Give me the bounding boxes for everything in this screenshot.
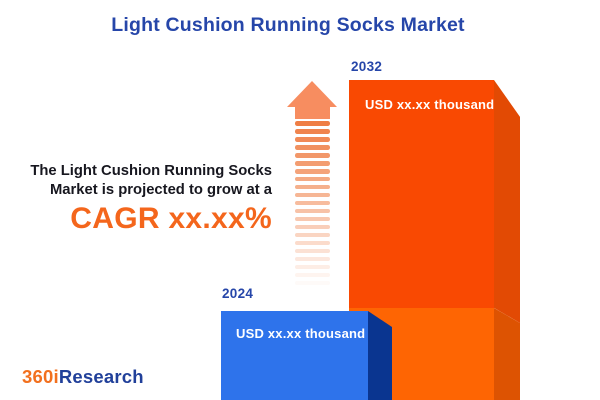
cagr-value: CAGR xx.xx%	[70, 202, 272, 235]
bar-2032-side-top	[494, 80, 520, 323]
page-title: Light Cushion Running Socks Market	[111, 14, 465, 36]
logo-research: Research	[58, 366, 144, 387]
logo-360i: 360i	[22, 366, 59, 387]
bar-2032-value-label: USD xx.xx thousand	[365, 97, 495, 112]
projection-text: The Light Cushion Running Socks Market i…	[30, 162, 272, 234]
bar-2032-front-top	[349, 80, 494, 308]
bar-2032-year-label: 2032	[351, 59, 383, 74]
projection-line1: The Light Cushion Running Socks	[30, 163, 272, 179]
growth-arrow-icon	[287, 81, 337, 107]
growth-arrow-stripes	[295, 121, 330, 289]
logo: 360iResearch	[22, 366, 144, 388]
bar-2024-year-label: 2024	[222, 286, 254, 301]
bar-2024-front	[221, 311, 368, 400]
bar-2024-side	[368, 311, 392, 400]
growth-arrow-stem	[295, 105, 330, 119]
bar-2024-value-label: USD xx.xx thousand	[236, 326, 366, 341]
projection-line2: Market is projected to grow at a	[49, 181, 272, 198]
bar-2032-side-bottom	[494, 308, 520, 400]
